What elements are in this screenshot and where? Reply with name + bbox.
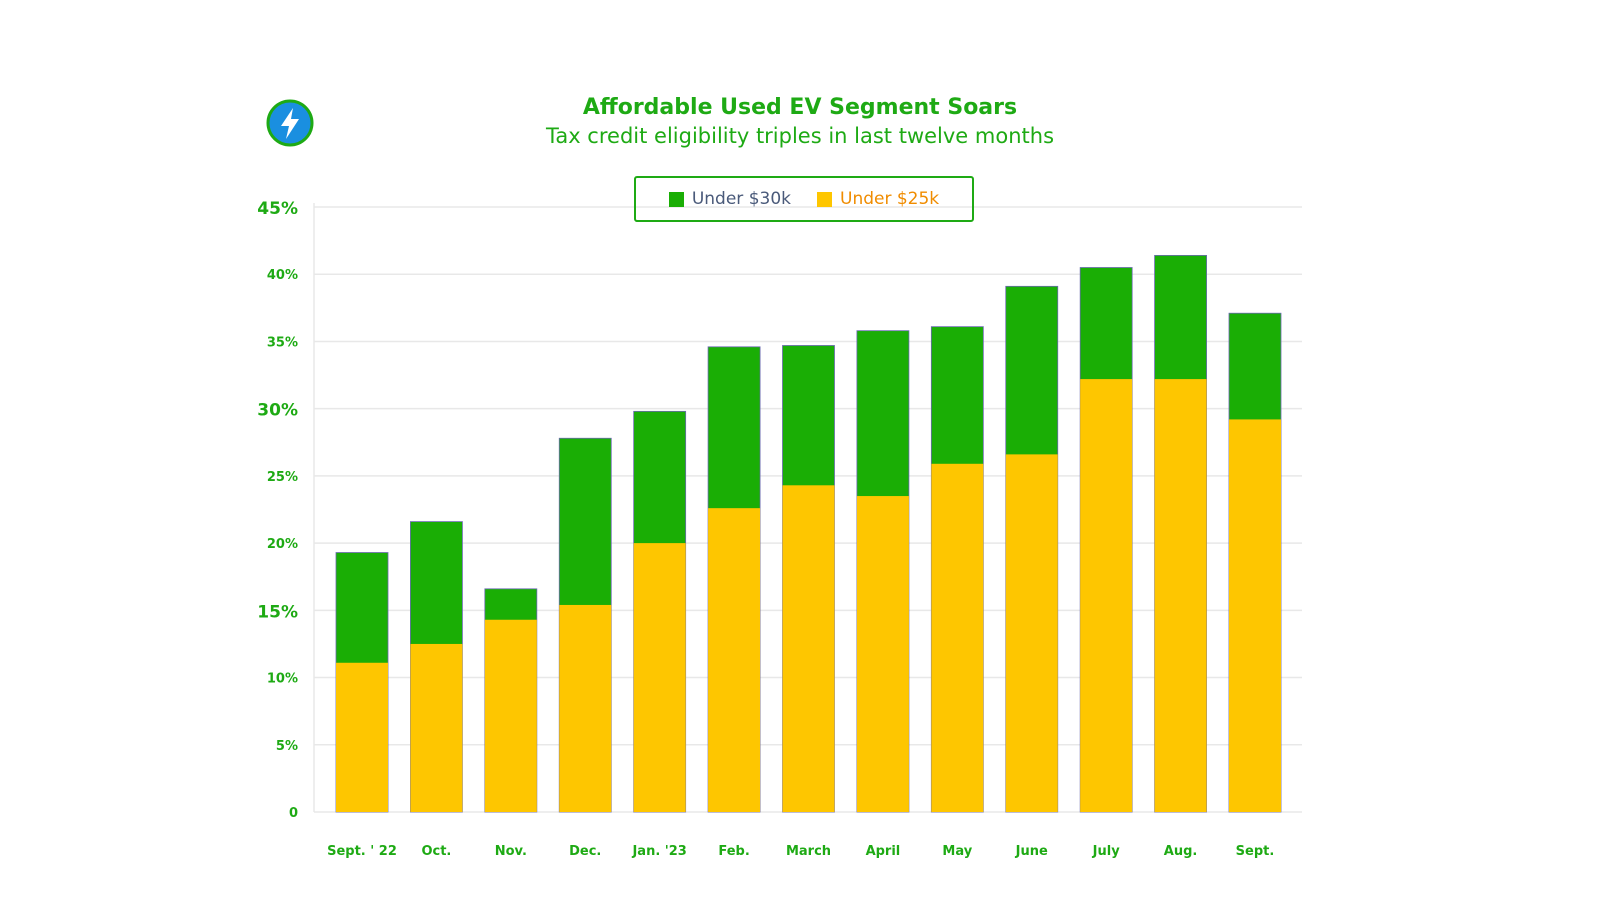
y-tick-label: 5% — [276, 739, 298, 754]
legend-item-under-25k: Under $25k — [817, 189, 939, 209]
x-tick-label: June — [1015, 844, 1048, 859]
y-tick-label: 20% — [267, 537, 298, 552]
bar-under-25k — [708, 508, 761, 812]
y-tick-label: 0 — [289, 806, 298, 821]
bar-under-25k — [1005, 454, 1058, 812]
bar-under-25k — [1154, 379, 1207, 812]
bar-under-25k — [1080, 379, 1133, 812]
y-tick-label: 15% — [257, 602, 298, 622]
y-tick-label: 40% — [267, 268, 298, 283]
x-tick-label: Feb. — [718, 844, 749, 859]
y-tick-label: 30% — [257, 401, 298, 421]
legend: Under $30k Under $25k — [634, 176, 974, 222]
x-tick-label: July — [1092, 844, 1121, 859]
bar-under-25k — [1229, 419, 1281, 812]
lightning-bolt-icon — [266, 99, 314, 147]
chart-subtitle: Tax credit eligibility triples in last t… — [545, 124, 1055, 148]
bar-under-25k — [856, 496, 909, 812]
bar-under-25k — [633, 543, 686, 812]
bar-under-25k — [559, 604, 612, 812]
y-tick-label: 10% — [267, 672, 298, 687]
x-tick-label: Sept. — [1236, 844, 1275, 859]
legend-swatch — [817, 191, 832, 207]
y-tick-label: 35% — [267, 335, 298, 350]
x-tick-label: Oct. — [421, 844, 451, 859]
x-tick-label: April — [866, 844, 901, 859]
legend-swatch — [668, 191, 684, 207]
bar-under-25k — [410, 643, 463, 812]
logo — [266, 99, 314, 151]
legend-item-under-30k: Under $30k — [668, 189, 791, 209]
y-tick-label: 25% — [267, 470, 298, 485]
x-tick-label: March — [786, 844, 831, 859]
legend-label: Under $30k — [691, 189, 791, 209]
legend-label: Under $25k — [840, 189, 940, 209]
x-tick-label: May — [942, 844, 972, 859]
x-tick-label: Dec. — [569, 844, 601, 859]
bar-under-25k — [782, 485, 835, 812]
bar-under-25k — [931, 463, 984, 812]
x-tick-label: Jan. '23 — [631, 844, 686, 859]
chart-title: Affordable Used EV Segment Soars — [582, 95, 1018, 120]
x-tick-label: Aug. — [1164, 844, 1198, 859]
x-tick-label: Nov. — [495, 844, 527, 859]
bar-under-25k — [336, 662, 388, 812]
y-tick-label: 45% — [257, 199, 298, 219]
bar-under-25k — [484, 619, 537, 812]
x-tick-label: Sept. ' 22 — [327, 844, 397, 859]
